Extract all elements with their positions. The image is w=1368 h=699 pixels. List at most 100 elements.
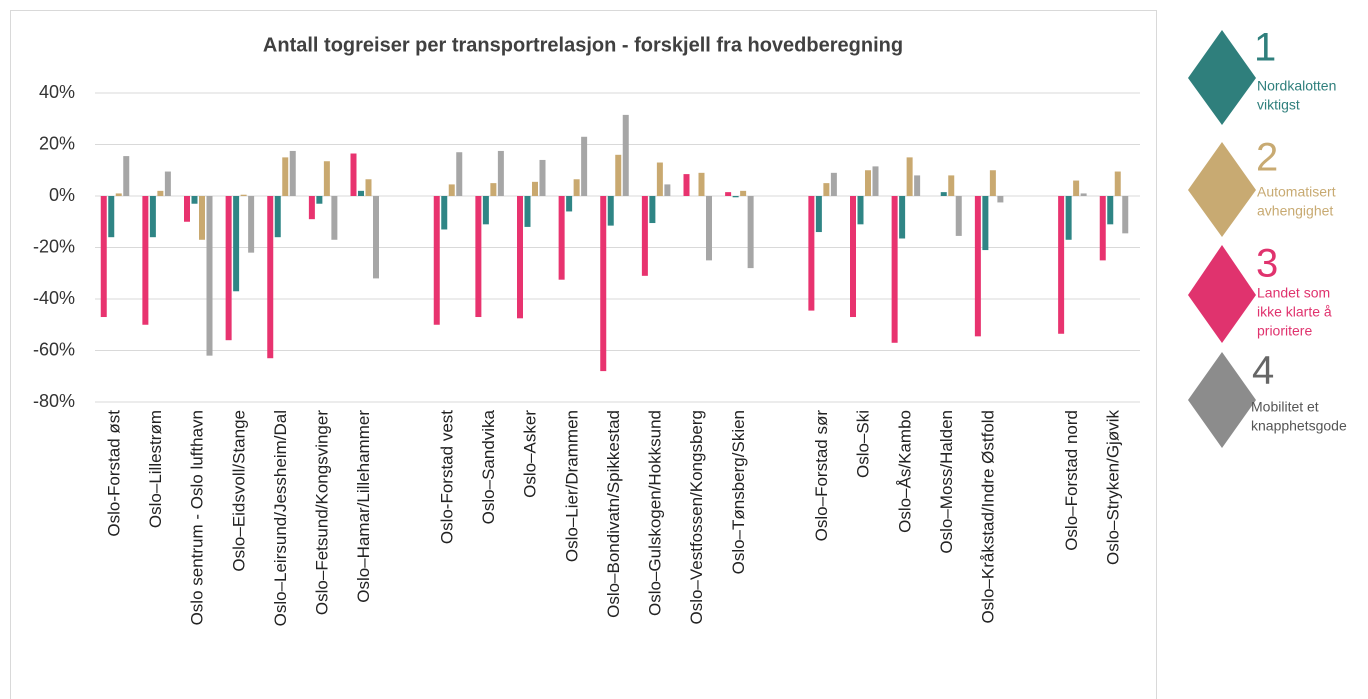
x-tick-label: Oslo sentrum - Oslo lufthavn [188, 410, 207, 625]
bar [872, 166, 879, 196]
bar [600, 196, 607, 372]
x-tick-label: Oslo–Ski [854, 410, 873, 478]
y-tick-label: 0% [49, 185, 75, 205]
bar [282, 157, 289, 196]
x-tick-label: Oslo–Sandvika [479, 409, 498, 524]
scenario-panel: 1 Nordkalotten viktigst 2 Automatisert a… [1188, 26, 1347, 448]
bar [191, 196, 198, 204]
bar [433, 196, 440, 325]
bar [289, 150, 296, 196]
bar [1065, 196, 1072, 240]
bar [532, 181, 538, 196]
bar [441, 196, 448, 230]
scenario-label: Nordkalotten [1257, 78, 1336, 94]
bar [706, 196, 712, 261]
x-tick-label: Oslo–Tønsberg/Skien [729, 410, 748, 574]
bar [808, 196, 815, 311]
y-tick-label: 40% [39, 82, 75, 102]
bar [157, 190, 164, 196]
bar [1107, 196, 1114, 225]
y-tick-label: -20% [33, 236, 75, 256]
bar [199, 196, 205, 240]
bar [323, 161, 330, 196]
bar [823, 183, 830, 196]
bar [974, 196, 981, 337]
scenario-number: 4 [1252, 349, 1274, 393]
bar [997, 196, 1004, 203]
bar [989, 170, 996, 196]
bar [524, 196, 531, 227]
bar [456, 152, 463, 196]
y-tick-label: -80% [33, 391, 75, 411]
x-tick-label: Oslo–Ås/Kambo [895, 410, 914, 533]
bar [982, 196, 989, 251]
x-tick-label: Oslo–Lillestrøm [146, 410, 165, 528]
x-tick-label: Oslo–Forstad nord [1062, 410, 1081, 551]
bar [539, 159, 546, 196]
bar [331, 196, 338, 240]
bar [725, 192, 732, 196]
bar [115, 193, 122, 196]
bar [164, 171, 171, 196]
scenario-label: Mobilitet et [1251, 399, 1319, 415]
y-tick-label: 20% [39, 133, 75, 153]
bar [906, 157, 913, 196]
y-tick-label: -40% [33, 288, 75, 308]
bar [641, 196, 648, 276]
bar [850, 196, 856, 318]
bar [316, 196, 323, 204]
scenario-label: Landet som [1257, 285, 1330, 301]
bar [656, 162, 663, 196]
bar [649, 196, 656, 224]
scenario-label: Automatisert [1257, 184, 1336, 200]
bar [517, 196, 523, 319]
x-tick-label: Oslo–Bondivatn/Spikkestad [604, 410, 623, 618]
bar [607, 196, 614, 226]
bar [267, 196, 274, 359]
bar [558, 196, 565, 280]
scenario-icon [1188, 245, 1256, 343]
bar [948, 175, 955, 196]
scenario-number: 1 [1254, 26, 1276, 70]
bar [566, 196, 573, 212]
scenario-label: avhengighet [1257, 203, 1333, 219]
bar [233, 196, 240, 292]
bar [914, 175, 921, 196]
bar [740, 190, 747, 196]
bar [865, 170, 871, 196]
x-tick-label: Oslo-Forstad vest [437, 410, 456, 544]
bar [184, 196, 190, 222]
bar [615, 154, 622, 196]
bar [1099, 196, 1106, 261]
bar [108, 196, 115, 238]
x-tick-label: Oslo-Forstad øst [104, 410, 123, 537]
scenario-number: 2 [1256, 136, 1278, 180]
x-tick-label: Oslo–Vestfossen/Kongsberg [687, 410, 706, 625]
bar [891, 196, 898, 343]
bar [248, 196, 255, 253]
bar [274, 196, 281, 238]
bar [1122, 196, 1129, 234]
x-tick-label: Oslo–Leirsund/Jessheim/Dal [271, 410, 290, 626]
y-tick-label: -60% [33, 339, 75, 359]
scenario-icon [1188, 352, 1256, 448]
bar [149, 196, 156, 238]
bar [206, 196, 213, 356]
x-tick-label: Oslo–Asker [521, 410, 540, 498]
x-tick-label: Oslo–Fetsund/Kongsvinger [313, 410, 332, 615]
scenario-label: prioritere [1257, 323, 1312, 339]
bar [732, 196, 739, 198]
scenario-number: 3 [1256, 242, 1278, 286]
bar [747, 196, 754, 269]
bar [857, 196, 864, 225]
bar [622, 114, 629, 196]
bar [373, 196, 379, 279]
bar [683, 174, 690, 196]
bar [899, 196, 906, 239]
bar [815, 196, 822, 233]
scenario-icon [1188, 142, 1256, 237]
x-tick-label: Oslo–Eidsvoll/Stange [229, 410, 248, 572]
scenario-label: viktigst [1257, 97, 1300, 113]
bar [1114, 171, 1121, 196]
